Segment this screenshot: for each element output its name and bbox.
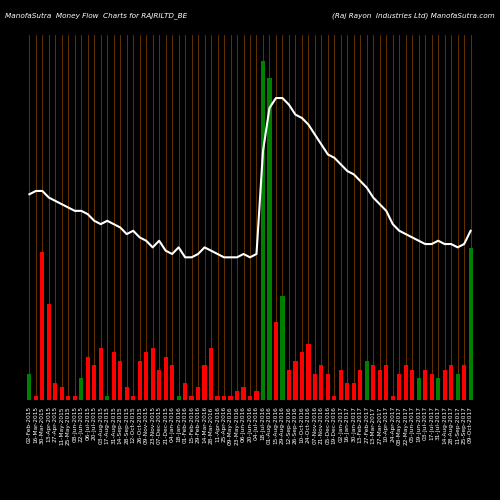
Bar xyxy=(442,370,447,400)
Bar xyxy=(170,365,174,400)
Bar xyxy=(294,361,298,400)
Bar xyxy=(338,370,343,400)
Bar xyxy=(72,396,77,400)
Text: ManofaSutra  Money Flow  Charts for RAJRILTD_BE: ManofaSutra Money Flow Charts for RAJRIL… xyxy=(5,12,187,20)
Bar xyxy=(53,382,58,400)
Bar xyxy=(332,396,336,400)
Text: (Raj Rayon  Industries Ltd) ManofaSutra.com: (Raj Rayon Industries Ltd) ManofaSutra.c… xyxy=(332,12,495,19)
Bar xyxy=(456,374,460,400)
Bar xyxy=(138,361,142,400)
Bar xyxy=(66,396,70,400)
Bar xyxy=(86,356,90,400)
Bar xyxy=(34,396,38,400)
Bar xyxy=(261,61,265,400)
Bar xyxy=(390,396,395,400)
Bar xyxy=(28,374,32,400)
Bar xyxy=(345,382,350,400)
Bar xyxy=(228,396,232,400)
Bar xyxy=(384,365,388,400)
Bar xyxy=(216,396,220,400)
Bar xyxy=(242,387,246,400)
Bar xyxy=(416,378,421,400)
Bar xyxy=(358,370,362,400)
Bar xyxy=(287,370,291,400)
Bar xyxy=(196,387,200,400)
Bar xyxy=(274,322,278,400)
Bar xyxy=(313,374,317,400)
Bar xyxy=(131,396,136,400)
Bar xyxy=(280,296,284,400)
Bar xyxy=(235,392,239,400)
Bar xyxy=(468,248,472,400)
Bar xyxy=(202,365,206,400)
Bar xyxy=(183,382,187,400)
Bar xyxy=(423,370,428,400)
Bar xyxy=(397,374,402,400)
Bar xyxy=(306,344,310,400)
Bar xyxy=(98,348,103,400)
Bar xyxy=(150,348,155,400)
Bar xyxy=(254,392,258,400)
Bar xyxy=(430,374,434,400)
Bar xyxy=(449,365,454,400)
Bar xyxy=(105,396,110,400)
Bar xyxy=(404,365,408,400)
Bar xyxy=(209,348,213,400)
Bar xyxy=(118,361,122,400)
Bar xyxy=(144,352,148,400)
Bar xyxy=(300,352,304,400)
Bar xyxy=(92,365,96,400)
Bar xyxy=(320,365,324,400)
Bar xyxy=(60,387,64,400)
Bar xyxy=(462,365,466,400)
Bar xyxy=(410,370,414,400)
Bar xyxy=(268,78,272,400)
Bar xyxy=(190,396,194,400)
Bar xyxy=(124,387,129,400)
Bar xyxy=(157,370,162,400)
Bar xyxy=(371,365,376,400)
Bar xyxy=(164,356,168,400)
Bar xyxy=(40,252,44,400)
Bar xyxy=(436,378,440,400)
Bar xyxy=(364,361,369,400)
Bar xyxy=(46,304,51,400)
Bar xyxy=(79,378,84,400)
Bar xyxy=(112,352,116,400)
Bar xyxy=(248,396,252,400)
Bar xyxy=(352,382,356,400)
Bar xyxy=(378,370,382,400)
Bar xyxy=(326,374,330,400)
Bar xyxy=(176,396,180,400)
Bar xyxy=(222,396,226,400)
